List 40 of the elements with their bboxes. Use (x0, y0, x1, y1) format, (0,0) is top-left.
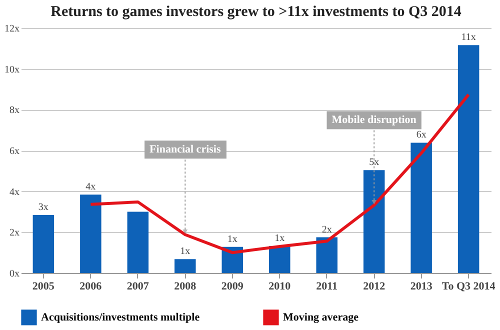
x-tick-label: 2010 (268, 280, 292, 292)
bar (268, 246, 290, 273)
bar (316, 237, 338, 273)
bar (32, 215, 54, 273)
bar (410, 142, 432, 273)
data-label: 6x (416, 130, 426, 141)
x-tick-label: 2005 (32, 280, 55, 292)
legend-label: Acquisitions/investments multiple (41, 311, 200, 324)
bar (363, 170, 385, 273)
annotation: Mobile disruption (332, 114, 416, 126)
data-label: 3x (38, 202, 48, 214)
bar (80, 194, 102, 273)
bar (127, 212, 149, 273)
chart-title: Returns to games investors grew to >11x investments to Q3 2014 (50, 4, 462, 20)
x-tick-label: 2006 (80, 280, 102, 292)
x-tick-label: 2007 (126, 280, 150, 292)
bar (458, 45, 480, 273)
annotation: Financial crisis (150, 144, 222, 156)
y-tick-label: 12x (4, 24, 20, 34)
y-tick-label: 8x (10, 105, 20, 116)
y-tick-label: 0x (10, 268, 20, 280)
x-tick-label: 2013 (410, 280, 433, 292)
x-tick-label: 2012 (363, 280, 386, 292)
data-label: 1x (227, 234, 238, 245)
y-tick-label: 2x (10, 228, 20, 239)
data-label: 5x (369, 157, 380, 168)
x-tick-label: 2011 (316, 280, 338, 292)
x-tick-label: 2008 (174, 280, 197, 292)
y-tick-label: 10x (4, 64, 20, 76)
data-label: 2x (322, 224, 332, 236)
y-tick-label: 6x (10, 146, 20, 157)
data-label: 11x (461, 32, 476, 44)
data-label: 4x (86, 182, 96, 193)
data-label: 1x (274, 233, 285, 244)
legend-label: Moving average (283, 311, 359, 324)
data-label: 1x (180, 246, 190, 258)
y-tick-label: 4x (10, 186, 20, 198)
bar (174, 259, 196, 273)
x-tick-label: To Q3 2014 (442, 280, 496, 292)
x-tick-label: 2009 (221, 280, 244, 292)
